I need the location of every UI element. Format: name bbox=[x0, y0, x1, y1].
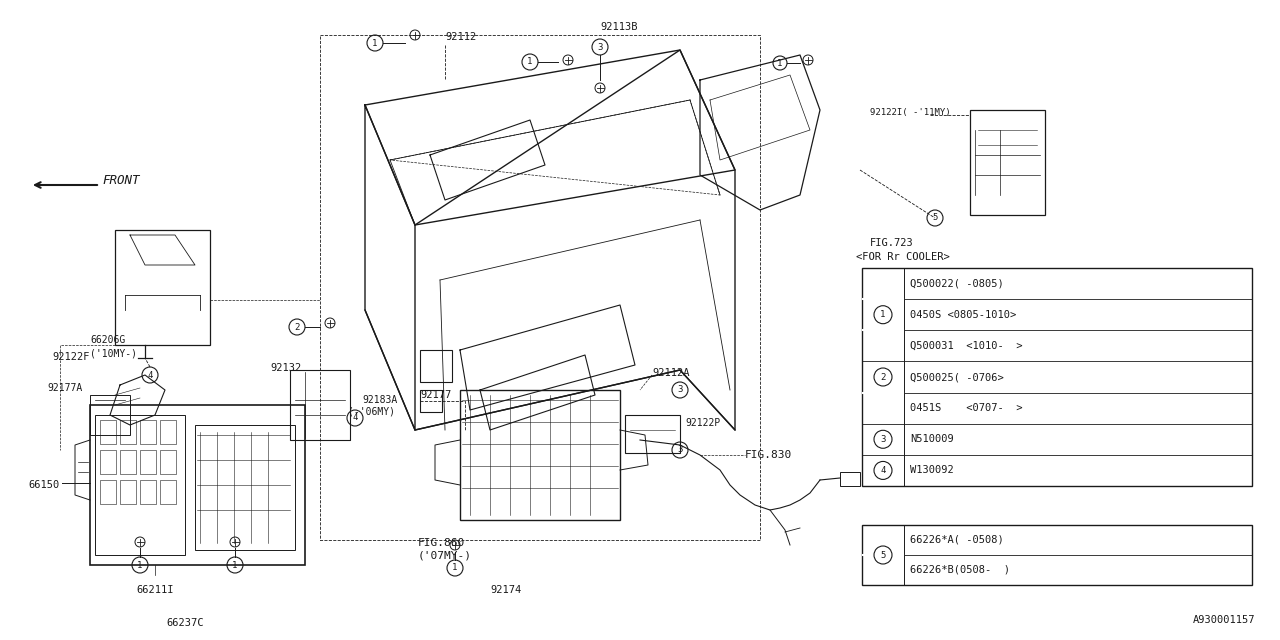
Bar bbox=[95, 415, 186, 555]
Text: 66237C: 66237C bbox=[166, 618, 204, 628]
Bar bbox=[291, 370, 349, 440]
Text: 66211I: 66211I bbox=[136, 585, 174, 595]
Text: 1: 1 bbox=[881, 310, 886, 319]
Text: 4: 4 bbox=[881, 466, 886, 475]
Bar bbox=[120, 480, 136, 504]
Bar bbox=[840, 472, 860, 486]
Bar bbox=[140, 450, 156, 474]
Bar bbox=[90, 405, 305, 565]
Text: ('10MY-): ('10MY-) bbox=[90, 348, 137, 358]
Text: 92177A: 92177A bbox=[47, 383, 83, 393]
Text: W130092: W130092 bbox=[910, 465, 954, 476]
Text: 2: 2 bbox=[294, 323, 300, 332]
Bar bbox=[861, 268, 1252, 486]
Text: 3: 3 bbox=[598, 42, 603, 51]
Text: FRONT: FRONT bbox=[102, 173, 140, 186]
Text: 92122F: 92122F bbox=[52, 352, 90, 362]
Text: 92112A: 92112A bbox=[652, 368, 690, 378]
Text: 66206G: 66206G bbox=[90, 335, 125, 345]
Text: 92112: 92112 bbox=[445, 32, 476, 42]
Bar bbox=[160, 420, 177, 444]
Text: A930001157: A930001157 bbox=[1193, 615, 1254, 625]
Text: 4: 4 bbox=[147, 371, 152, 380]
Text: <FOR Rr COOLER>: <FOR Rr COOLER> bbox=[856, 252, 950, 262]
Text: 92122I( -'11MY): 92122I( -'11MY) bbox=[870, 108, 951, 117]
Bar bbox=[100, 450, 116, 474]
Bar bbox=[460, 390, 620, 520]
Text: 5: 5 bbox=[881, 550, 886, 559]
Bar bbox=[100, 420, 116, 444]
Text: Q500031  <1010-  >: Q500031 <1010- > bbox=[910, 341, 1023, 351]
Text: FIG.830: FIG.830 bbox=[745, 450, 792, 460]
Text: FIG.723: FIG.723 bbox=[870, 238, 914, 248]
Text: 66150: 66150 bbox=[28, 480, 60, 490]
Text: 66226*B(0508-  ): 66226*B(0508- ) bbox=[910, 565, 1010, 575]
Bar bbox=[420, 390, 442, 412]
Bar bbox=[625, 415, 680, 453]
Bar bbox=[140, 420, 156, 444]
Text: 3: 3 bbox=[881, 435, 886, 444]
Text: Q500025( -0706>: Q500025( -0706> bbox=[910, 372, 1004, 382]
Text: 1: 1 bbox=[452, 563, 458, 573]
Text: 92113B: 92113B bbox=[600, 22, 637, 32]
Text: Q500022( -0805): Q500022( -0805) bbox=[910, 278, 1004, 289]
Text: 2: 2 bbox=[881, 372, 886, 381]
Text: 92132: 92132 bbox=[270, 363, 301, 373]
Text: 92177: 92177 bbox=[421, 390, 452, 400]
Text: 1: 1 bbox=[777, 58, 782, 67]
Text: 92122P: 92122P bbox=[685, 418, 721, 428]
Bar bbox=[195, 425, 294, 550]
Text: 1: 1 bbox=[137, 561, 142, 570]
Bar bbox=[120, 450, 136, 474]
Text: 66226*A( -0508): 66226*A( -0508) bbox=[910, 535, 1004, 545]
Text: FIG.860: FIG.860 bbox=[419, 538, 465, 548]
Bar bbox=[160, 480, 177, 504]
Bar bbox=[120, 420, 136, 444]
Bar bbox=[90, 395, 131, 435]
Text: 1: 1 bbox=[232, 561, 238, 570]
Text: 92174: 92174 bbox=[490, 585, 521, 595]
Bar bbox=[100, 480, 116, 504]
Text: 3: 3 bbox=[677, 385, 682, 394]
Text: ('07MY-): ('07MY-) bbox=[419, 551, 472, 561]
Bar bbox=[970, 110, 1044, 215]
Text: 4: 4 bbox=[352, 413, 357, 422]
Text: 5: 5 bbox=[932, 214, 938, 223]
Text: 0450S <0805-1010>: 0450S <0805-1010> bbox=[910, 310, 1016, 320]
Text: 0451S    <0707-  >: 0451S <0707- > bbox=[910, 403, 1023, 413]
Text: 1: 1 bbox=[372, 38, 378, 47]
Text: N510009: N510009 bbox=[910, 435, 954, 444]
Bar bbox=[861, 525, 1252, 585]
Bar bbox=[140, 480, 156, 504]
Text: 1: 1 bbox=[527, 58, 532, 67]
Bar bbox=[115, 230, 210, 345]
Text: 92183A: 92183A bbox=[362, 395, 398, 405]
Bar bbox=[420, 350, 452, 382]
Bar bbox=[160, 450, 177, 474]
Text: (-'06MY): (-'06MY) bbox=[348, 407, 396, 417]
Text: 3: 3 bbox=[677, 445, 682, 454]
